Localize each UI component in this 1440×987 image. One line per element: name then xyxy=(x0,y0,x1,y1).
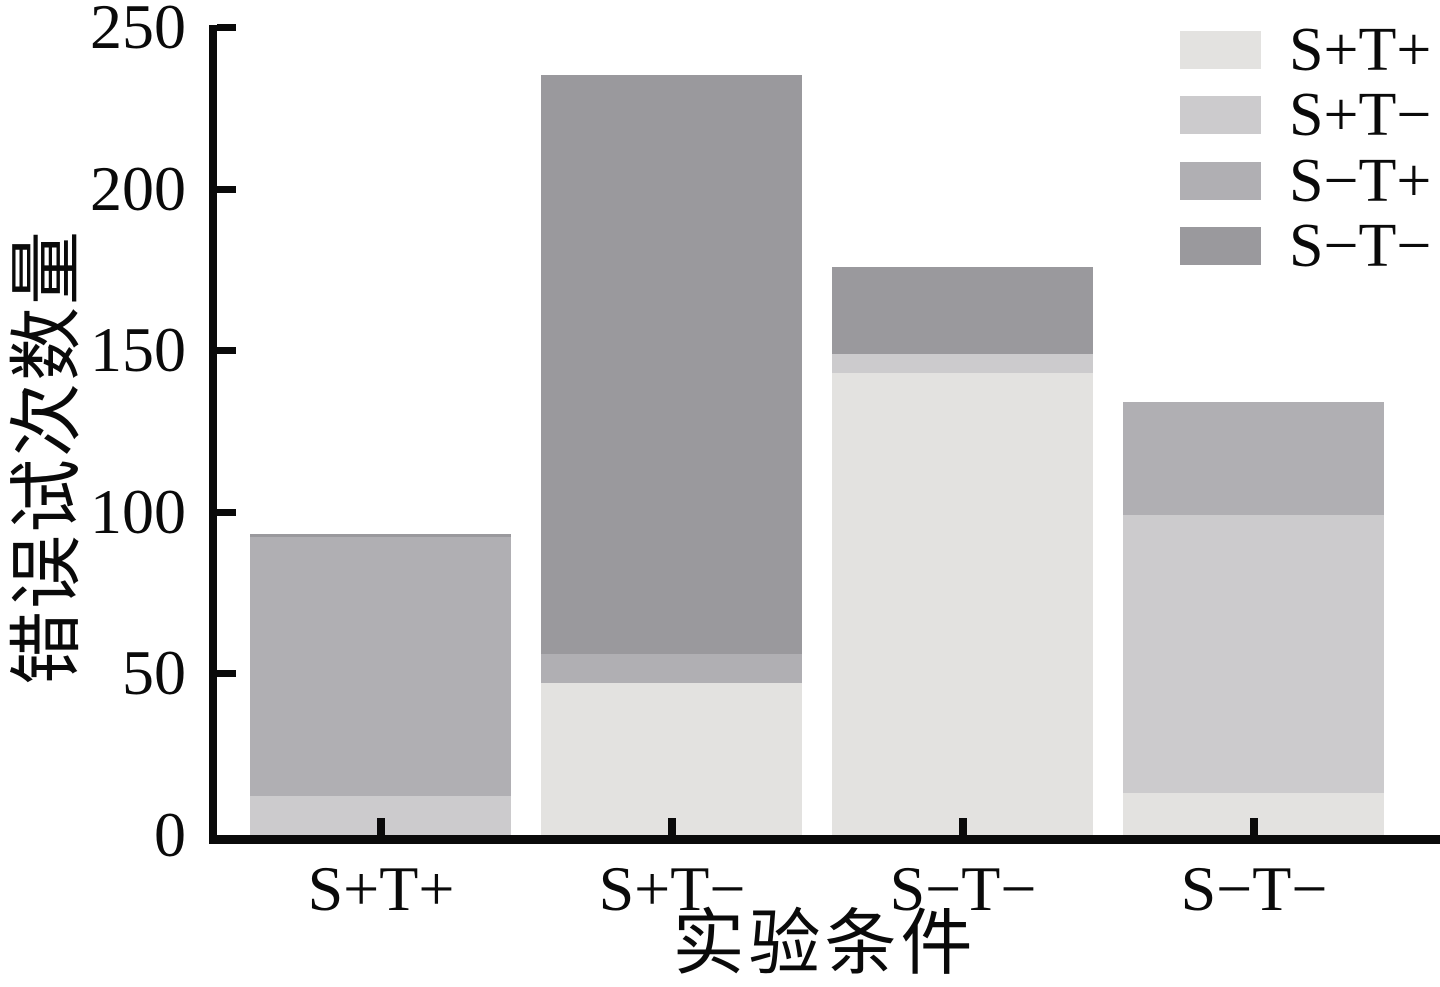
x-tick-label: S−T− xyxy=(1180,853,1328,924)
y-tick-mark xyxy=(217,670,236,678)
y-tick-label: 250 xyxy=(90,0,186,62)
bar-segment-S+T− xyxy=(1123,515,1384,793)
legend-swatch xyxy=(1180,31,1261,69)
x-tick-mark xyxy=(958,818,967,835)
x-tick-label: S+T+ xyxy=(307,853,455,924)
x-tick-mark xyxy=(376,818,385,835)
y-tick-mark xyxy=(217,508,236,516)
x-tick-label: S−T− xyxy=(889,853,1037,924)
legend-item-S−T+: S−T+ xyxy=(1180,147,1432,215)
legend-label: S+T− xyxy=(1289,81,1432,149)
legend-label: S−T+ xyxy=(1289,147,1432,215)
x-tick-mark xyxy=(667,818,676,835)
y-tick-label: 150 xyxy=(90,314,186,386)
y-tick-label: 200 xyxy=(90,152,186,224)
bar-segment-S−T+ xyxy=(541,654,802,683)
legend-swatch xyxy=(1180,227,1261,265)
y-axis-line xyxy=(209,25,217,843)
bar-segment-S+T− xyxy=(832,354,1093,373)
y-tick-mark xyxy=(217,24,236,31)
legend-label: S+T+ xyxy=(1289,16,1432,84)
bar-segment-S−T+ xyxy=(1123,402,1384,515)
x-axis-title: 实验条件 xyxy=(672,904,977,984)
legend-label: S−T− xyxy=(1289,212,1432,280)
y-tick-label: 0 xyxy=(154,799,186,870)
x-tick-mark xyxy=(1249,818,1258,835)
y-tick-label: 50 xyxy=(122,637,186,709)
bar-segment-S−T− xyxy=(250,534,511,537)
bar-segment-S−T− xyxy=(832,267,1093,354)
y-tick-label: 100 xyxy=(90,475,186,547)
bar-segment-S−T+ xyxy=(250,537,511,796)
bar-segment-S−T− xyxy=(541,75,802,654)
y-tick-mark xyxy=(217,347,236,355)
legend-swatch xyxy=(1180,96,1261,134)
legend-swatch xyxy=(1180,162,1261,200)
bar-segment-S+T+ xyxy=(541,683,802,835)
x-tick-label: S+T− xyxy=(598,853,746,924)
y-axis-title: 错误试次数量 xyxy=(7,229,89,685)
legend-item-S+T+: S+T+ xyxy=(1180,16,1432,84)
x-axis-line xyxy=(209,835,1440,844)
legend-item-S−T−: S−T− xyxy=(1180,212,1432,280)
y-tick-mark xyxy=(217,185,236,193)
legend-item-S+T−: S+T− xyxy=(1180,81,1432,149)
bar-segment-S+T+ xyxy=(832,373,1093,835)
